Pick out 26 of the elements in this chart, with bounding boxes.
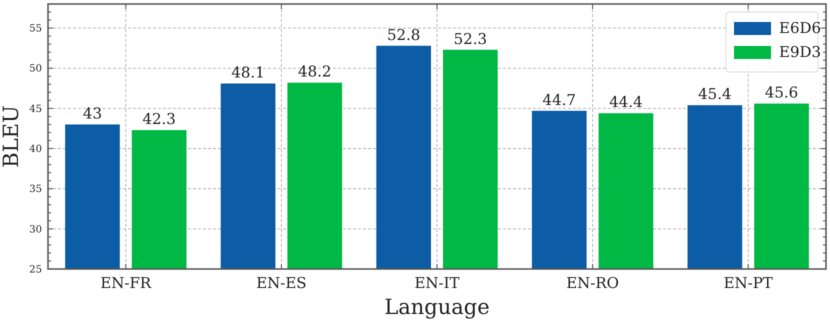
x-tick-label: EN-IT [414,274,460,292]
x-tick-label: EN-PT [724,274,773,292]
x-tick-label: EN-FR [100,274,152,292]
data-label: 52.8 [386,26,420,44]
data-label: 43 [82,104,102,122]
y-tick-label: 50 [29,64,42,75]
y-tick-label: 30 [29,224,42,236]
data-label: 42.3 [142,110,176,128]
y-tick-label: 35 [29,184,42,196]
data-label: 45.4 [698,85,732,104]
x-tick-label: EN-RO [566,274,619,292]
data-label: 44.7 [542,90,576,109]
data-label: 52.3 [454,30,488,48]
data-label: 48.2 [298,62,332,81]
y-tick-label: 55 [29,24,42,35]
y-axis-title: BLEU [0,105,23,168]
x-tick-label: EN-ES [256,274,307,292]
y-tick-label: 25 [29,264,42,276]
data-label: 45.6 [764,84,798,102]
data-label: 48.1 [231,64,265,82]
x-axis-title: Language [384,295,490,319]
y-tick-label: 45 [29,104,42,115]
legend-label: E9D3 [779,43,822,61]
y-tick-label: 40 [29,144,42,156]
legend-label: E6D6 [779,19,822,37]
data-label: 44.4 [609,93,643,112]
